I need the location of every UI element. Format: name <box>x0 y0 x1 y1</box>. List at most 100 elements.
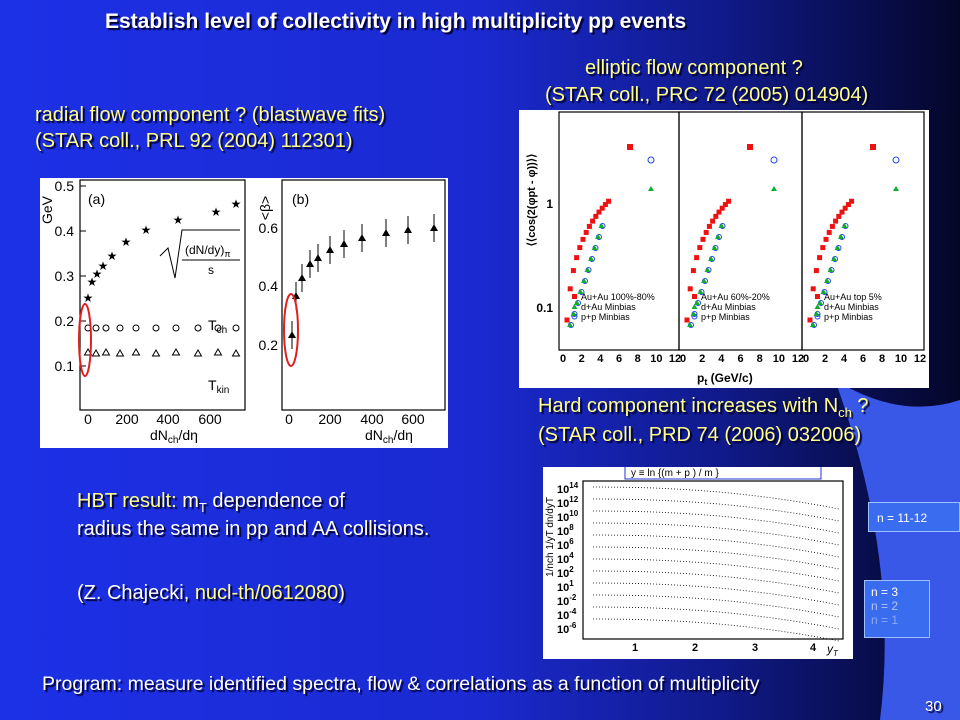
triangle-marker <box>115 349 125 357</box>
green-marker <box>834 245 841 250</box>
red-marker <box>583 229 589 235</box>
triangle-marker <box>382 229 390 236</box>
y-tick-exp: -2 <box>569 593 577 602</box>
spectrum-curve <box>593 546 840 570</box>
y-tick-exp: 10 <box>569 509 578 518</box>
circle-marker <box>92 324 100 332</box>
x-tick-label: 0 <box>560 353 566 365</box>
star: ★ <box>107 249 118 263</box>
panel-label: (a) <box>88 191 105 207</box>
red-marker <box>599 205 605 211</box>
y-tick-label: 1 <box>546 197 553 211</box>
circle-marker <box>116 324 124 332</box>
x-tick-label: 2 <box>692 642 698 654</box>
green-marker <box>567 322 573 327</box>
radial-line: radial flow component ? (blastwave fits) <box>35 104 386 126</box>
x-tick-label: 1 <box>632 642 638 654</box>
green-marker <box>598 223 605 228</box>
program: Program: measure identified spectra, flo… <box>42 673 760 695</box>
green-marker <box>771 186 777 191</box>
y-tick-label: 104 <box>557 551 574 566</box>
spectrum-curve <box>593 606 840 630</box>
y-tick-exp: 2 <box>569 565 574 574</box>
legend-marker <box>692 294 697 299</box>
x-tick-label: 12 <box>914 353 926 365</box>
n-box-line: n = 2 <box>871 599 899 613</box>
spectrum-curve <box>593 582 840 606</box>
t-sub: ch <box>217 325 228 336</box>
y-tick-label: 0.3 <box>55 268 75 284</box>
hbt-line: HBT result: mT dependence of <box>77 490 345 515</box>
triangle-marker <box>404 226 412 233</box>
x-tick-label: 10 <box>895 353 907 365</box>
triangle-marker <box>430 224 438 231</box>
legend-marker <box>572 294 577 299</box>
triangle-marker <box>213 348 223 356</box>
red-marker <box>836 213 842 219</box>
y-label-b: <β> <box>257 196 273 220</box>
green-marker <box>697 289 704 294</box>
red-marker <box>870 144 876 150</box>
red-marker <box>577 245 583 251</box>
star: ★ <box>87 275 98 289</box>
red-marker <box>567 286 573 292</box>
red-marker <box>716 209 722 215</box>
red-marker <box>596 209 602 215</box>
red-marker <box>839 209 845 215</box>
x-end: /dη <box>178 427 197 443</box>
green-marker <box>708 256 714 261</box>
red-marker <box>602 202 608 208</box>
t-ch: Tch <box>208 317 227 336</box>
green-marker <box>711 245 718 250</box>
x-tick-label: 600 <box>401 411 425 427</box>
red-marker <box>590 218 596 224</box>
x-tick-label: 12 <box>792 353 804 365</box>
x-tick-label: 10 <box>650 353 662 365</box>
red-marker <box>713 213 719 219</box>
x-tick-label: 8 <box>757 353 763 365</box>
y-tick-label: 0.1 <box>536 301 553 315</box>
green-marker <box>715 234 721 239</box>
highlight <box>78 303 92 377</box>
red-marker <box>700 236 706 242</box>
y-tick-label: 1014 <box>557 481 579 496</box>
green-marker <box>831 256 837 261</box>
x-tick-label: 4 <box>810 642 817 654</box>
frame <box>801 111 925 351</box>
green-marker <box>718 223 725 228</box>
triangle-marker <box>288 331 296 338</box>
n-box-group: n = 3 n = 2 n = 1 <box>864 580 930 638</box>
x-tick-label: 4 <box>597 353 604 365</box>
x-tick-label: 0 <box>84 411 92 427</box>
x-tick-label: 0 <box>680 353 686 365</box>
hard-plot: y ≡ ln {(m + p ) / m } 1/nch 1/yT dn/dyT 1… <box>543 462 853 659</box>
hbt-end: dependence of <box>206 490 345 512</box>
x-tick-label: 0 <box>803 353 809 365</box>
y-tick-label: 102 <box>557 565 574 580</box>
star: ★ <box>141 223 152 237</box>
circle-marker <box>152 324 160 332</box>
red-marker <box>807 317 813 323</box>
y-tick-label: 10-2 <box>557 593 577 608</box>
x-tick-label: 200 <box>318 411 342 427</box>
x-tick-label: 10 <box>773 353 785 365</box>
red-marker <box>697 245 703 251</box>
x-end: /dη <box>393 427 412 443</box>
red-marker <box>726 198 732 204</box>
n-box-line: n = 3 <box>871 585 899 599</box>
star: ★ <box>173 213 184 227</box>
x-tick-label: 2 <box>699 353 705 365</box>
circle-marker <box>194 324 202 332</box>
circle-marker <box>214 324 222 332</box>
y-tick-label: 10-6 <box>557 621 577 636</box>
x-label: pt (GeV/c) <box>697 371 753 387</box>
y-tick-label: 0.4 <box>55 223 75 239</box>
triangle-marker <box>131 348 141 356</box>
t-kin: Tkin <box>208 377 229 396</box>
x-tick-label: 6 <box>616 353 622 365</box>
page-number: 30 <box>925 698 942 715</box>
red-marker <box>719 205 725 211</box>
red-marker <box>593 213 599 219</box>
y-tick-label: 1012 <box>557 495 579 510</box>
